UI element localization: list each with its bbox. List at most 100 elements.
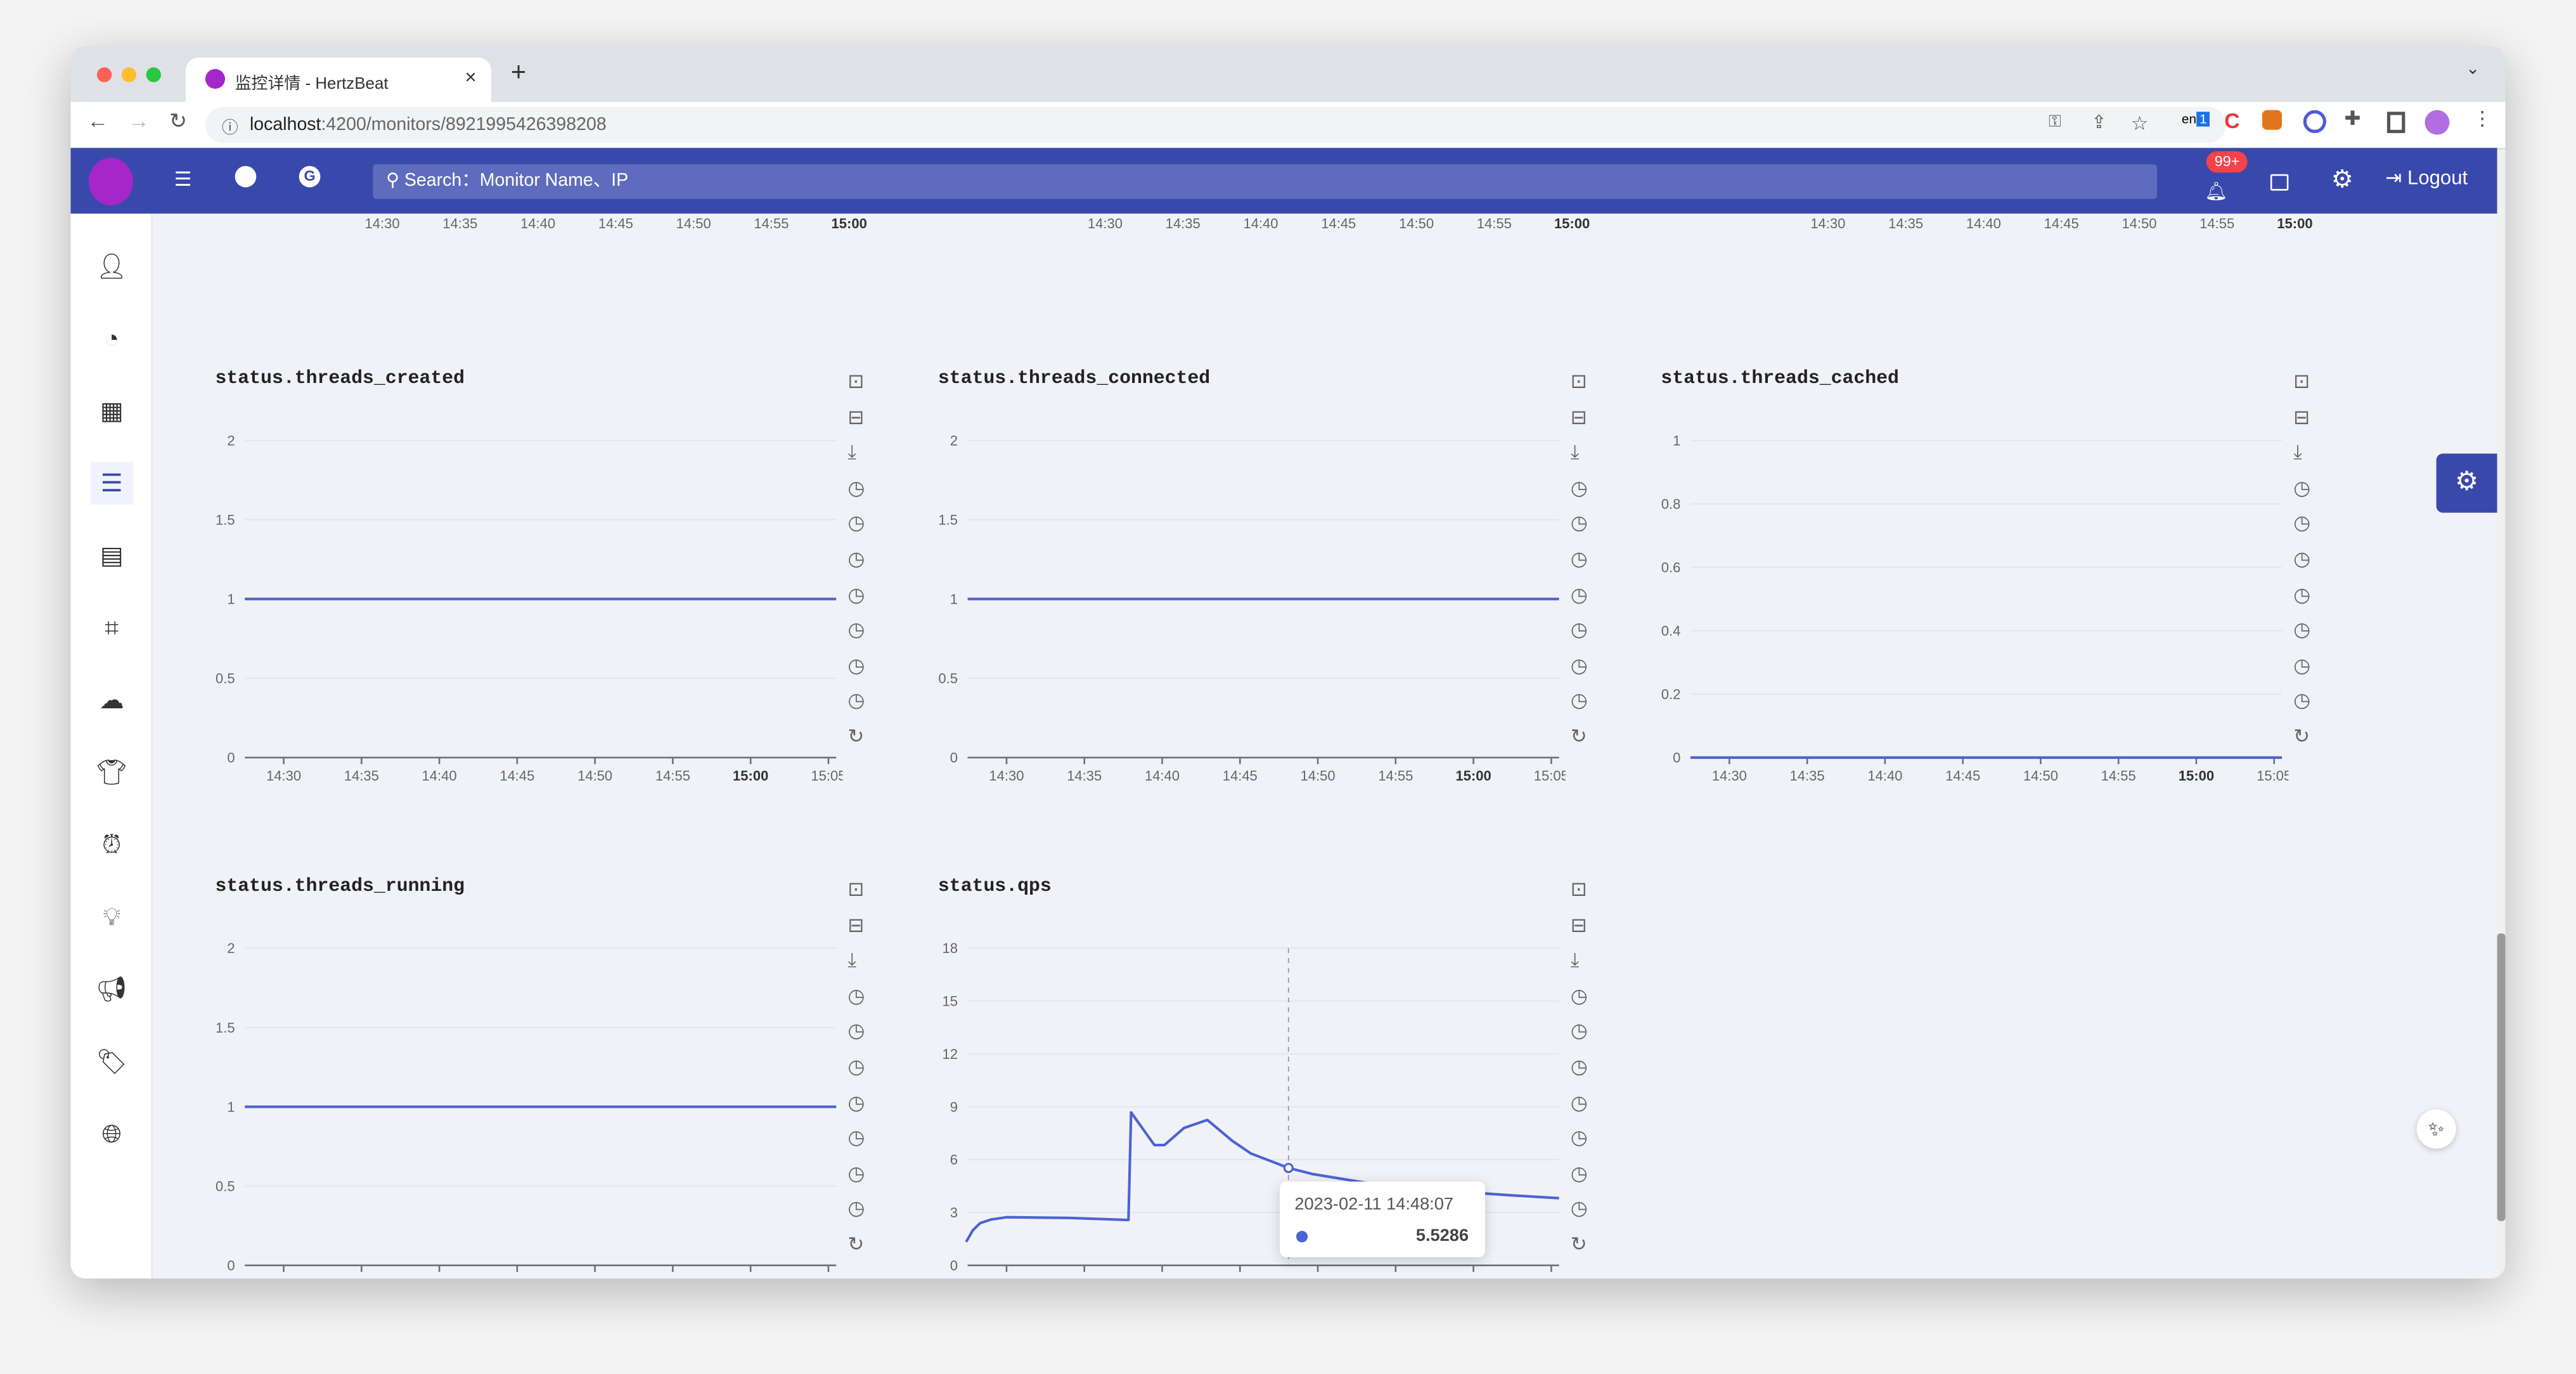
magic-wand-button[interactable]: ✨︎ (2416, 1109, 2456, 1149)
clock-icon[interactable]: ◷ (2293, 654, 2311, 677)
clock-icon[interactable]: ◷ (847, 512, 865, 535)
clock-icon[interactable]: ◷ (1570, 583, 1588, 606)
lock-icon[interactable] (2270, 174, 2289, 191)
clock-icon[interactable]: ◷ (2293, 583, 2311, 606)
clock-icon[interactable]: ◷ (1570, 1161, 1588, 1185)
clock-icon[interactable]: ◷ (2293, 547, 2311, 571)
extensions-puzzle-icon[interactable]: ✚ (2344, 107, 2361, 130)
refresh-icon[interactable]: ↻ (1570, 724, 1587, 748)
maximize-window-button[interactable] (146, 67, 161, 82)
clock-icon[interactable]: ◷ (1570, 1054, 1588, 1079)
download-icon[interactable]: ⤓ (847, 441, 857, 464)
logout-button[interactable]: ⇥ Logout (2385, 165, 2468, 190)
clock-icon[interactable]: ◷ (2293, 512, 2311, 535)
sidebar-item-bulb[interactable]: 💡︎ (91, 896, 133, 938)
translate-extension-icon[interactable]: en 1 (2182, 112, 2210, 127)
menu-collapse-icon[interactable]: ☰ (174, 167, 192, 191)
forward-button[interactable]: → (128, 108, 150, 133)
chart-plot[interactable]: 0 0.5 1 1.5 2 14:30 14:35 14:40 14:45 14:50 14:55 1… (875, 358, 1566, 835)
sidebar-item-user-avatar[interactable]: 👤︎ (91, 245, 133, 287)
browser-menu-icon[interactable]: ⋮ (2472, 107, 2492, 130)
back-button[interactable]: ← (87, 108, 109, 133)
metamask-extension-icon[interactable] (2262, 110, 2283, 130)
sidebar-item-cloud[interactable]: ☁ (91, 678, 133, 721)
new-tab-button[interactable]: + (511, 59, 527, 87)
zoom-in-icon[interactable]: ⊡ (1570, 878, 1587, 901)
download-icon[interactable]: ⤓ (1570, 441, 1580, 464)
theme-settings-button[interactable]: ⚙ (2436, 453, 2497, 513)
notification-bell-icon[interactable]: 🔔︎ (2205, 182, 2228, 202)
bookmark-star-icon[interactable]: ☆ (2130, 112, 2149, 135)
sidebar-item-shirt[interactable]: 👕︎ (91, 751, 133, 793)
minimize-window-button[interactable] (121, 67, 137, 82)
zoom-reset-icon[interactable]: ⊟ (2293, 405, 2310, 429)
profile-avatar[interactable] (2425, 110, 2450, 135)
clock-icon[interactable]: ◷ (1570, 476, 1588, 500)
reload-button[interactable]: ↻ (169, 108, 188, 133)
sidebar-item-apps[interactable]: ▦ (91, 389, 133, 432)
clock-icon[interactable]: ◷ (847, 547, 865, 571)
sidebar-item-globe[interactable]: 🌐︎ (91, 1113, 133, 1155)
clock-icon[interactable]: ◷ (847, 583, 865, 606)
share-icon[interactable]: ⇪ (2091, 113, 2107, 133)
refresh-icon[interactable]: ↻ (847, 724, 865, 748)
clock-icon[interactable]: ◷ (2293, 689, 2311, 713)
download-icon[interactable]: ⤓ (847, 948, 857, 972)
zoom-in-icon[interactable]: ⊡ (2293, 370, 2310, 393)
sidebar-item-tag[interactable]: 🏷︎ (91, 1040, 133, 1083)
clock-icon[interactable]: ◷ (847, 1054, 865, 1079)
sidebar-item-dashboard[interactable]: ◔ (91, 317, 133, 360)
chart-plot[interactable]: 0 3 6 9 12 15 18 14:30 14:35 14:40 14:45 14:50 14:55… (875, 866, 1566, 1279)
clock-icon[interactable]: ◷ (1570, 983, 1588, 1008)
site-info-icon[interactable]: ⓘ (221, 120, 238, 138)
clock-icon[interactable]: ◷ (1570, 1019, 1588, 1043)
clock-icon[interactable]: ◷ (2293, 476, 2311, 500)
github-icon[interactable] (235, 165, 257, 188)
close-window-button[interactable] (96, 67, 112, 82)
close-tab-icon[interactable]: × (465, 65, 477, 89)
tab-list-chevron-icon[interactable]: ⌄ (2466, 60, 2480, 79)
clock-icon[interactable]: ◷ (847, 476, 865, 500)
settings-gear-icon[interactable]: ⚙ (2331, 165, 2354, 194)
sidebar-item-layout[interactable]: ▤ (91, 534, 133, 576)
clock-icon[interactable]: ◷ (2293, 618, 2311, 642)
clock-icon[interactable]: ◷ (847, 1161, 865, 1185)
clock-icon[interactable]: ◷ (847, 654, 865, 677)
clock-icon[interactable]: ◷ (1570, 1090, 1588, 1114)
sidebar-item-alarm[interactable]: ⏰︎ (91, 823, 133, 865)
clock-icon[interactable]: ◷ (1570, 654, 1588, 677)
clock-icon[interactable]: ◷ (847, 983, 865, 1008)
refresh-icon[interactable]: ↻ (2293, 724, 2310, 748)
zoom-in-icon[interactable]: ⊡ (847, 370, 865, 393)
clock-icon[interactable]: ◷ (847, 1196, 865, 1221)
zoom-reset-icon[interactable]: ⊟ (1570, 912, 1587, 937)
zoom-in-icon[interactable]: ⊡ (1570, 370, 1587, 393)
clock-icon[interactable]: ◷ (847, 689, 865, 713)
clock-icon[interactable]: ◷ (1570, 547, 1588, 571)
q-extension-icon[interactable] (2303, 110, 2326, 133)
sidebar-item-scan[interactable]: ⌗ (91, 606, 133, 649)
zoom-reset-icon[interactable]: ⊟ (847, 405, 865, 429)
refresh-icon[interactable]: ↻ (1570, 1232, 1587, 1256)
hertzbeat-logo[interactable] (88, 157, 133, 205)
browser-tab[interactable]: 监控详情 - HertzBeat × (185, 57, 491, 102)
clock-icon[interactable]: ◷ (1570, 1125, 1588, 1150)
clock-icon[interactable]: ◷ (847, 1125, 865, 1150)
chart-plot[interactable]: 0 0.5 1 1.5 2 14:30 14:35 14:40 14:45 14:50 14:55 1… (153, 358, 843, 835)
side-panel-icon[interactable] (2386, 112, 2405, 133)
c-extension-icon[interactable]: C (2224, 108, 2240, 133)
url-bar[interactable]: ⓘ localhost:4200/monitors/89219954263982… (205, 107, 2226, 143)
clock-icon[interactable]: ◷ (847, 1019, 865, 1043)
clock-icon[interactable]: ◷ (1570, 1196, 1588, 1221)
download-icon[interactable]: ⤓ (1570, 948, 1580, 972)
clock-icon[interactable]: ◷ (847, 618, 865, 642)
refresh-icon[interactable]: ↻ (847, 1232, 865, 1256)
password-key-icon[interactable]: ⚿ (2048, 113, 2061, 132)
gitee-icon[interactable]: G (299, 165, 321, 188)
clock-icon[interactable]: ◷ (1570, 512, 1588, 535)
chart-plot[interactable]: 0 0.2 0.4 0.6 0.8 1 14:30 14:35 14:40 14:45 14:50 1… (1599, 358, 2289, 835)
sidebar-item-monitors[interactable]: ☰ (90, 462, 133, 505)
scrollbar[interactable] (2497, 213, 2506, 1279)
clock-icon[interactable]: ◷ (1570, 618, 1588, 642)
sidebar-item-megaphone[interactable]: 📢︎ (91, 968, 133, 1011)
